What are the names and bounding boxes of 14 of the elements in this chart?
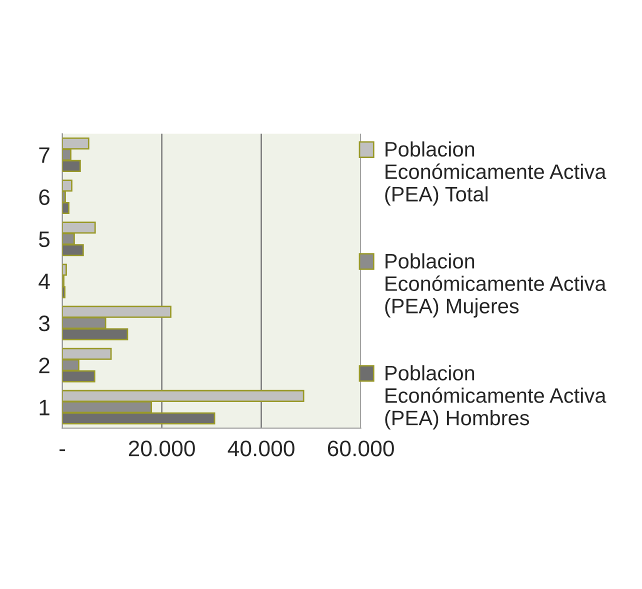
x-tick-label: 20.000 — [128, 440, 195, 456]
legend-label: Poblacion Económicamente Activa (PEA) Total — [385, 141, 606, 206]
x-tick-label: - — [60, 449, 65, 452]
x-tick-label: 60.000 — [328, 440, 394, 456]
legend-label: Poblacion Económicamente Activa (PEA) Mujeres — [385, 253, 606, 318]
y-tick-label: 1 — [40, 400, 50, 416]
legend-label: Poblacion Económicamente Activa (PEA) Hombres — [385, 365, 606, 430]
y-tick-label: 5 — [39, 232, 50, 248]
y-tick-label: 4 — [38, 274, 50, 290]
y-tick-label: 7 — [39, 148, 50, 163]
y-tick-label: 6 — [39, 189, 50, 206]
y-tick-label: 2 — [39, 358, 50, 374]
y-tick-label: 3 — [38, 316, 50, 332]
x-tick-label: 40.000 — [228, 440, 294, 456]
